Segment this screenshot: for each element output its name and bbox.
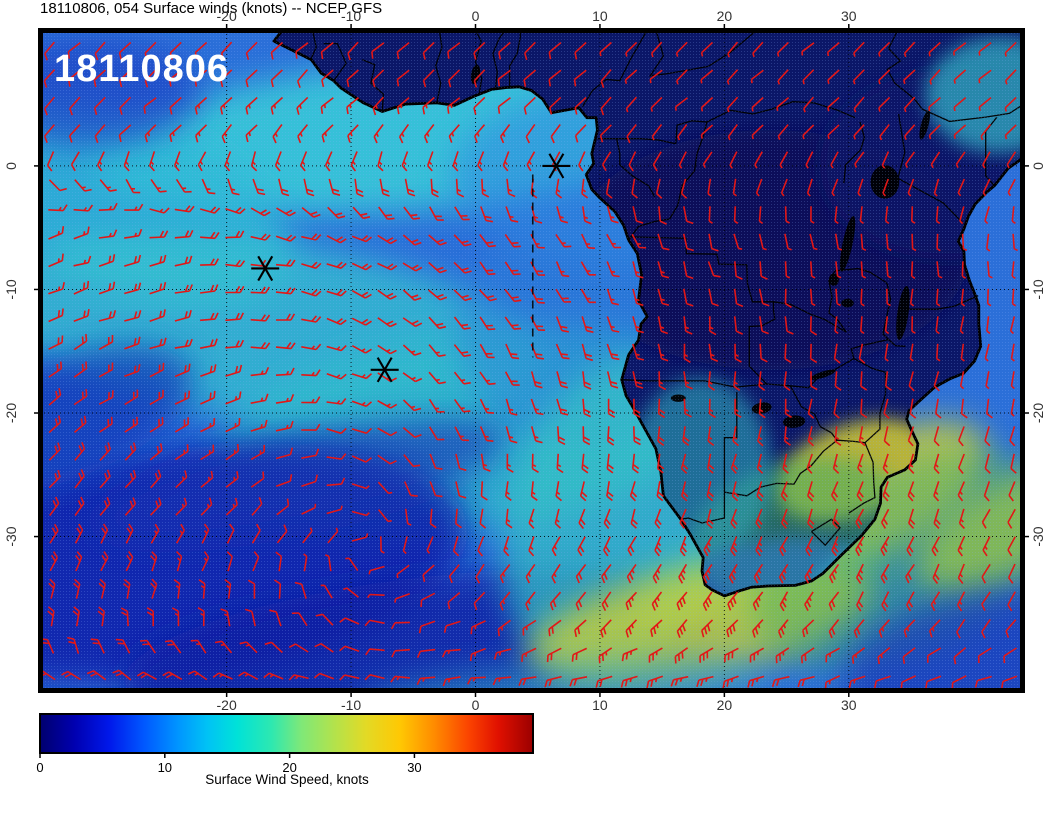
lon-tick-label-bottom: 30 (841, 697, 857, 713)
lon-tick-label-top: 0 (472, 8, 480, 24)
lat-tick-label-left: 0 (3, 162, 19, 170)
colorbar-tick-label: 20 (282, 760, 296, 775)
lon-tick-label-top: -20 (217, 8, 237, 24)
lat-tick-label-right: -20 (1030, 403, 1046, 423)
colorbar: 0 10 20 30 (36, 713, 534, 775)
lat-tick-label-left: -10 (3, 279, 19, 299)
run-date-label: 18110806 (54, 48, 229, 90)
asterisk-marker (542, 153, 571, 179)
axis-tick-labels: -20 -20 -10 -10 0 0 10 10 20 20 30 30 0 0 -10 -10 -20 -20… (3, 8, 1046, 713)
station-markers (251, 153, 571, 383)
lon-tick-label-bottom: 10 (592, 697, 608, 713)
lon-tick-label-bottom: 20 (717, 697, 733, 713)
lon-tick-label-bottom: -20 (217, 697, 237, 713)
colorbar-tick-label: 30 (407, 760, 421, 775)
lat-tick-label-right: -10 (1030, 279, 1046, 299)
wind-barbs (40, 41, 1018, 690)
lon-tick-label-bottom: 0 (472, 697, 480, 713)
asterisk-marker (370, 357, 399, 383)
lon-tick-label-top: -10 (341, 8, 361, 24)
lon-tick-label-bottom: -10 (341, 697, 361, 713)
lon-tick-label-top: 20 (717, 8, 733, 24)
figure-title: 18110806, 054 Surface winds (knots) -- N… (40, 0, 382, 17)
lat-tick-label-right: 0 (1030, 162, 1046, 170)
asterisk-marker (251, 255, 280, 282)
lat-tick-label-left: -30 (3, 526, 19, 546)
lat-tick-label-left: -20 (3, 403, 19, 423)
map-frame (34, 24, 1029, 697)
lon-tick-label-top: 30 (841, 8, 857, 24)
colorbar-tick-label: 0 (36, 760, 43, 775)
colorbar-tick-label: 10 (158, 760, 172, 775)
colorbar-gradient (40, 714, 533, 753)
lon-tick-label-top: 10 (592, 8, 608, 24)
lat-tick-label-right: -30 (1030, 526, 1046, 546)
colorbar-title: Surface Wind Speed, knots (205, 772, 369, 787)
